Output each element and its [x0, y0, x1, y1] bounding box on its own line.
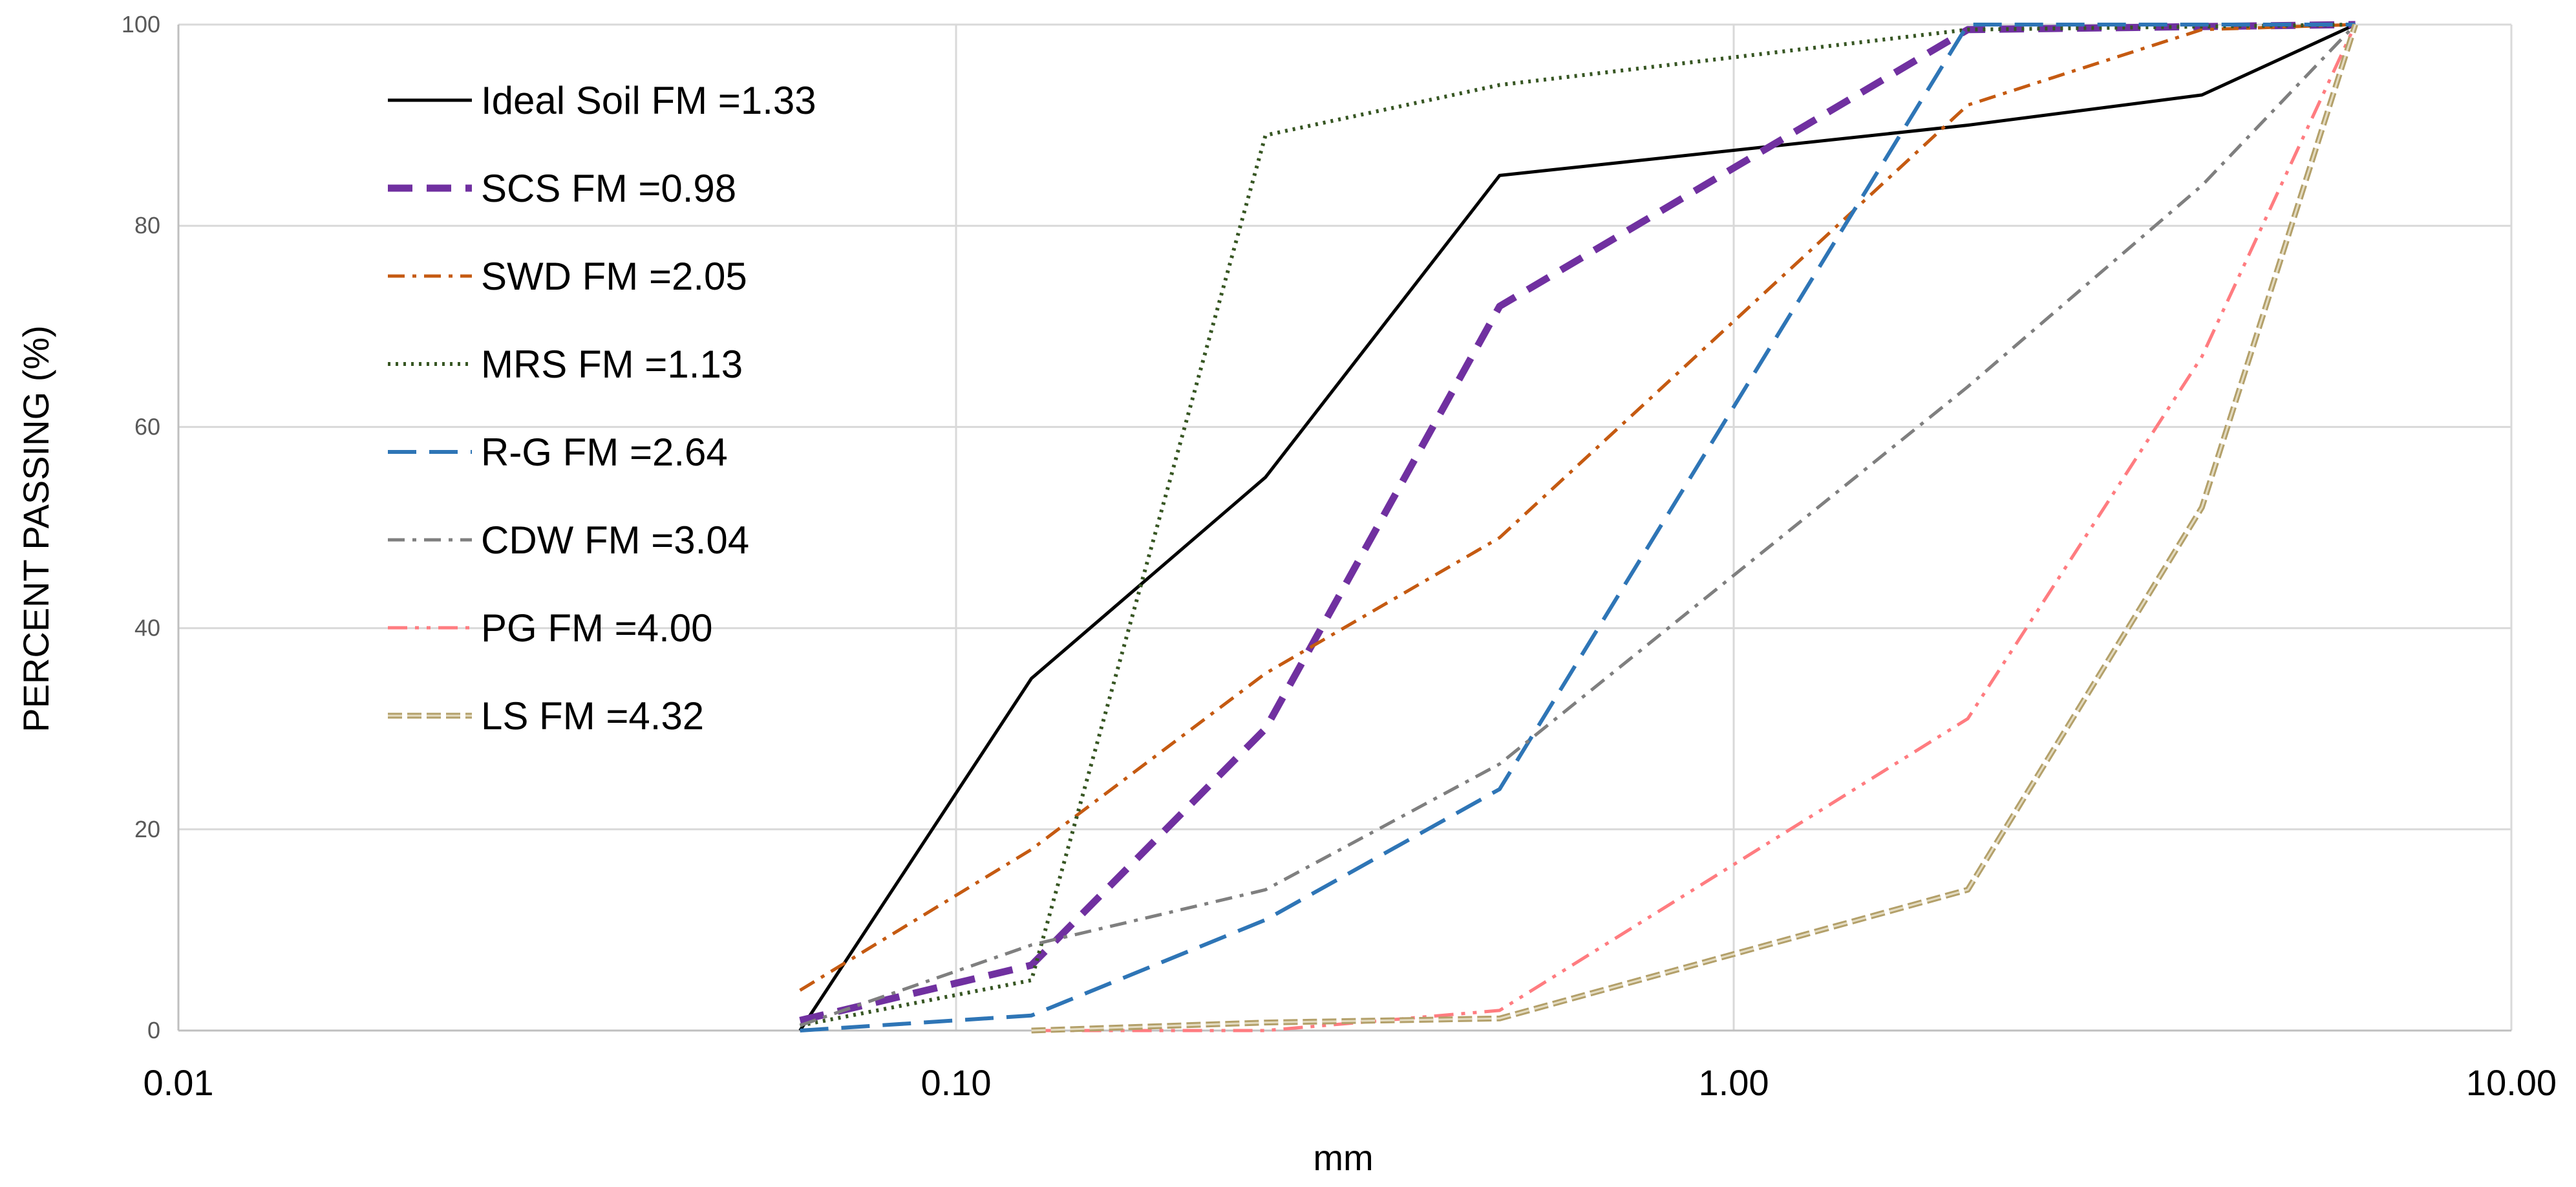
x-axis-title: mm — [1313, 1137, 1373, 1178]
y-axis-title: PERCENT PASSING (%) — [16, 325, 56, 733]
y-tick-label: 60 — [134, 413, 160, 440]
y-tick-label: 100 — [122, 11, 160, 37]
series-line-8-inner — [1031, 24, 2357, 1032]
legend-label-7: PG FM =4.00 — [481, 606, 712, 650]
legend-label-6: CDW FM =3.04 — [481, 519, 749, 562]
y-tick-label: 0 — [147, 1017, 160, 1043]
axes: 0 20 40 60 80 100 0.01 0.10 1.00 10.00 — [122, 11, 2557, 1103]
gridlines — [178, 23, 2513, 1031]
legend: Ideal Soil FM =1.33 SCS FM =0.98 SWD FM =2… — [388, 79, 816, 738]
x-tick-label: 0.01 — [144, 1062, 214, 1103]
series-line-5 — [800, 23, 2356, 1032]
series-line-7 — [1031, 23, 2357, 1032]
legend-label-4: MRS FM =1.13 — [481, 343, 743, 386]
series-lines — [798, 21, 2358, 1034]
x-tick-label: 10.00 — [2466, 1062, 2557, 1103]
series-line-3 — [799, 23, 2356, 992]
y-tick-label: 80 — [134, 212, 160, 239]
x-tick-label: 1.00 — [1699, 1062, 1769, 1103]
legend-label-3: SWD FM =2.05 — [481, 255, 747, 298]
series-line-4 — [800, 23, 2356, 1028]
y-tick-label: 40 — [134, 615, 160, 641]
series-line-1 — [798, 23, 2356, 1032]
legend-label-1: Ideal Soil FM =1.33 — [481, 79, 816, 122]
x-tick-label: 0.10 — [921, 1062, 992, 1103]
y-tick-label: 20 — [134, 816, 160, 842]
legend-label-5: R-G FM =2.64 — [481, 431, 728, 474]
legend-label-2: SCS FM =0.98 — [481, 167, 736, 210]
legend-label-8: LS FM =4.32 — [481, 694, 704, 738]
series-line-6 — [799, 23, 2357, 1027]
